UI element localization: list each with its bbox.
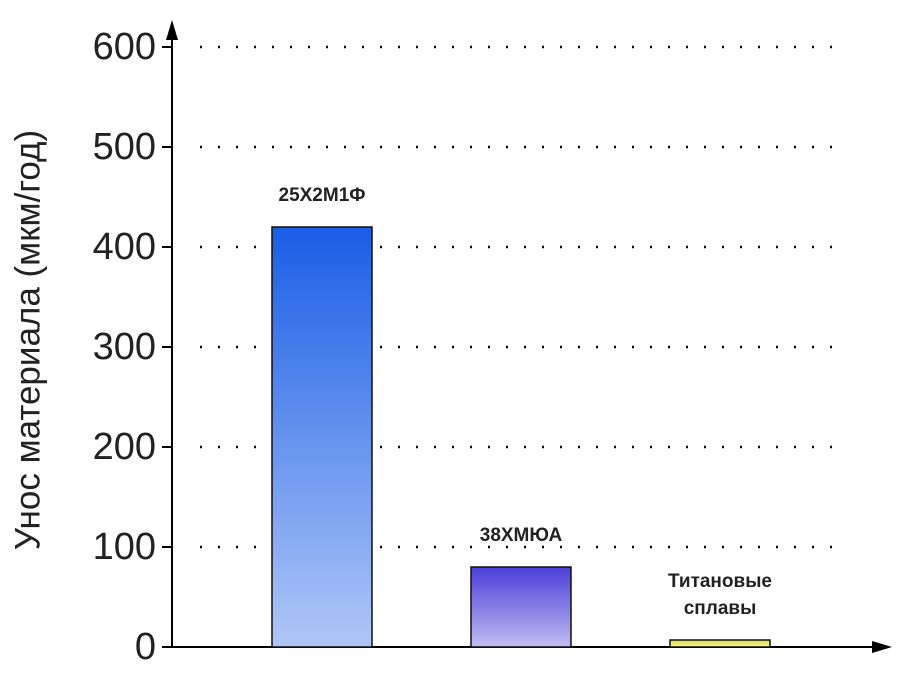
y-tick-label: 300 xyxy=(93,326,156,368)
y-tick-label: 100 xyxy=(93,526,156,568)
bar-label: 38ХМЮА xyxy=(479,525,563,546)
bar xyxy=(271,226,373,648)
y-tick-label: 500 xyxy=(93,126,156,168)
bar-label: 25Х2М1Ф xyxy=(278,185,366,206)
bar xyxy=(470,566,572,648)
bar xyxy=(669,639,771,648)
y-tick-label: 0 xyxy=(135,626,156,668)
y-tick-label: 400 xyxy=(93,226,156,268)
y-axis-label: Унос материала (мкм/год) xyxy=(8,130,47,550)
x-axis-arrow xyxy=(872,641,892,653)
y-tick-label: 600 xyxy=(93,26,156,68)
bar-label: Титановые сплавы xyxy=(668,571,772,619)
y-axis-arrow xyxy=(166,20,178,40)
y-tick-label: 200 xyxy=(93,426,156,468)
